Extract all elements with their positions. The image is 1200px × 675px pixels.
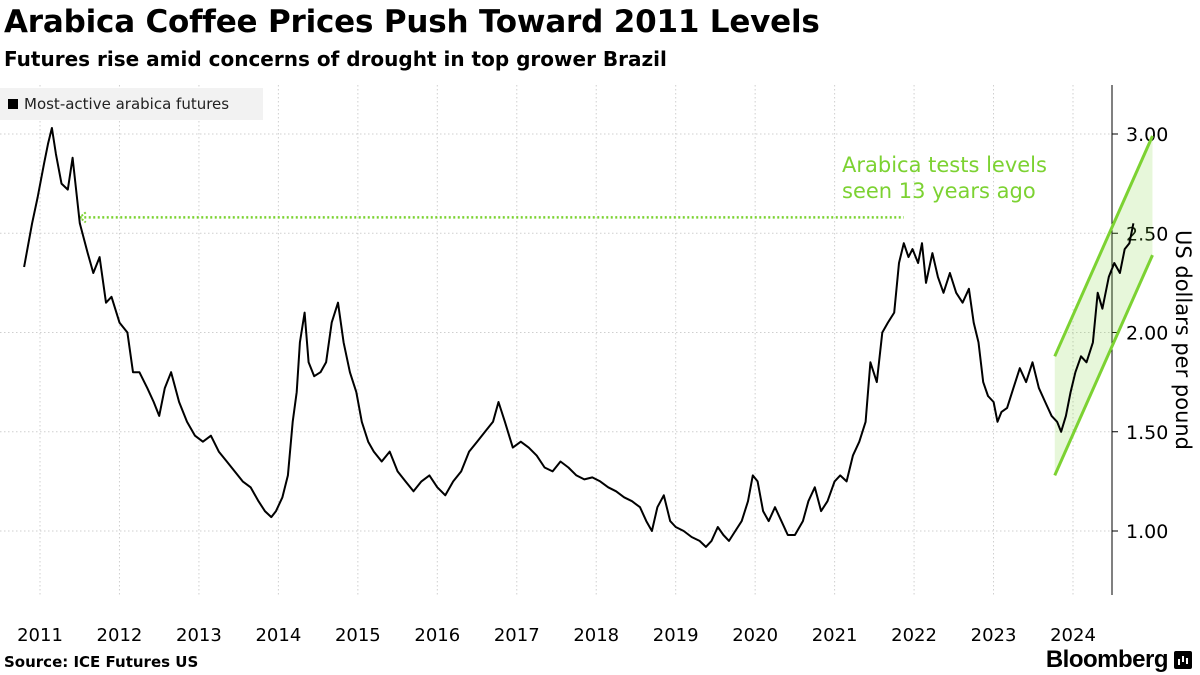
- x-tick-label: 2012: [97, 625, 143, 646]
- price-line: [23, 127, 1135, 548]
- annotation-line-1: Arabica tests levels: [842, 153, 1047, 177]
- legend-label: Most-active arabica futures: [24, 95, 230, 113]
- x-tick-label: 2019: [653, 625, 699, 646]
- x-tick-label: 2020: [732, 625, 778, 646]
- trend-channel-upper: [1053, 135, 1154, 357]
- x-tick-label: 2017: [494, 625, 540, 646]
- y-tick-label: 1.50: [1126, 422, 1168, 444]
- annotation-line-2: seen 13 years ago: [842, 179, 1036, 203]
- bloomberg-logo: Bloomberg: [1046, 646, 1192, 674]
- trend-channel-lower: [1053, 254, 1154, 477]
- x-tick-label: 2022: [891, 625, 937, 646]
- y-tick-label: 2.50: [1126, 223, 1168, 245]
- x-tick-label: 2011: [17, 625, 63, 646]
- x-tick-label: 2014: [255, 625, 301, 646]
- legend-swatch: [8, 99, 18, 109]
- x-tick-label: 2016: [414, 625, 460, 646]
- y-tick-label: 1.00: [1126, 521, 1168, 543]
- chart-subtitle: Futures rise amid concerns of drought in…: [4, 47, 667, 71]
- x-tick-label: 2013: [176, 625, 222, 646]
- x-tick-label: 2015: [335, 625, 381, 646]
- legend: Most-active arabica futures: [0, 88, 263, 120]
- y-axis-title: US dollars per pound: [1171, 230, 1195, 450]
- y-tick-label: 2.00: [1126, 323, 1168, 345]
- chart-title: Arabica Coffee Prices Push Toward 2011 L…: [4, 4, 820, 40]
- x-tick-label: 2018: [573, 625, 619, 646]
- x-tick-label: 2023: [971, 625, 1017, 646]
- y-tick-label: 3.00: [1126, 124, 1168, 146]
- x-tick-label: 2021: [812, 625, 858, 646]
- brand-name: Bloomberg: [1045, 646, 1169, 673]
- source-note: Source: ICE Futures US: [4, 653, 199, 671]
- x-tick-label: 2024: [1050, 625, 1096, 646]
- bloomberg-chart-icon: [1174, 651, 1192, 669]
